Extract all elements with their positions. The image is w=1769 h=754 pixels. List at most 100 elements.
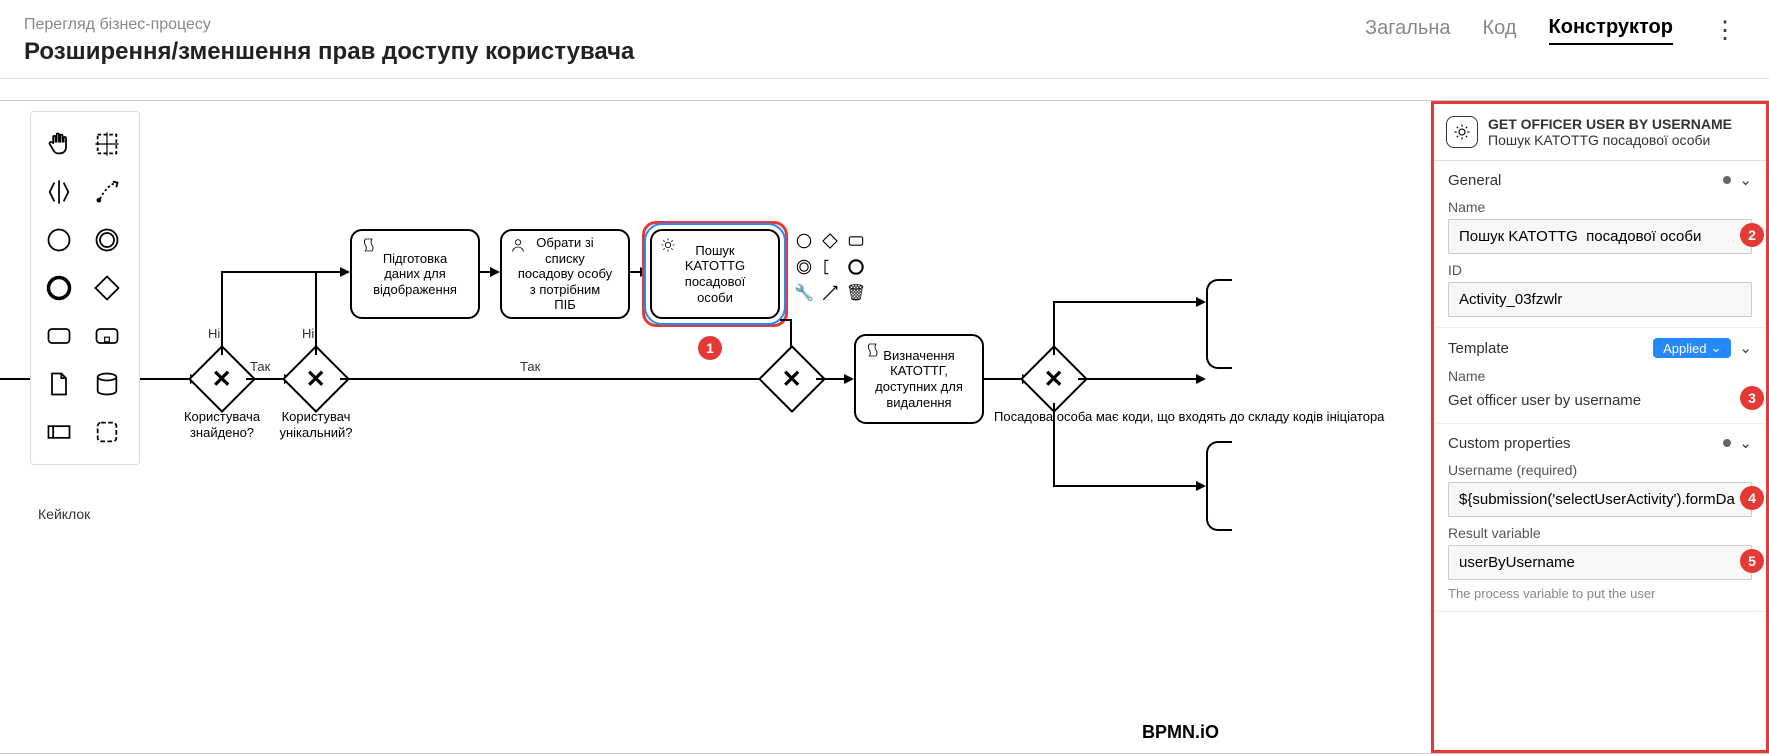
header-left: Перегляд бізнес-процесу Розширення/зменш… [24, 16, 634, 66]
group-icon[interactable] [83, 408, 131, 456]
gateway-merge[interactable] [768, 355, 816, 403]
hand-tool-icon[interactable] [35, 120, 83, 168]
section-header[interactable]: Template Applied⌄ ⌄ [1448, 338, 1752, 358]
section-header[interactable]: Custom properties ⌄ [1448, 434, 1752, 452]
name-input[interactable] [1448, 219, 1752, 254]
append-gateway-icon[interactable] [818, 229, 842, 253]
props-subtitle: Пошук KATOTTG посадової особи [1488, 132, 1732, 148]
participant-icon[interactable] [35, 408, 83, 456]
edge [1053, 301, 1055, 355]
page-title: Розширення/зменшення прав доступу корист… [24, 38, 634, 66]
arrow-head-icon [490, 267, 500, 277]
gateway-user-unique[interactable]: Користувач унікальний? [292, 355, 340, 403]
section-general: General ⌄ Name 2 ID [1434, 161, 1766, 328]
chevron-down-icon[interactable]: ⌄ [1739, 339, 1752, 357]
breadcrumb: Перегляд бізнес-процесу [24, 16, 634, 34]
end-event-icon[interactable] [35, 264, 83, 312]
result-hint: The process variable to put the user [1448, 586, 1752, 601]
user-task-icon [510, 237, 526, 257]
chevron-down-icon[interactable]: ⌄ [1739, 434, 1752, 452]
kebab-menu-icon[interactable]: ⋮ [1705, 16, 1745, 45]
callout-4: 4 [1740, 486, 1764, 510]
task-determine-katottg[interactable]: Визначення КАТОТТГ, доступних для видале… [854, 334, 984, 424]
task-select-from-list[interactable]: Обрати зі списку посадову особу з потріб… [500, 229, 630, 319]
task-search-katottg[interactable]: Пошук KATOTTG посадової особи [650, 229, 780, 319]
template-name-value: Get officer user by username [1448, 392, 1641, 409]
props-header: GET OFFICER USER BY USERNAME Пошук KATOT… [1434, 104, 1766, 161]
gateway-label: Користувача знайдено? [184, 409, 260, 440]
callout-2: 2 [1740, 223, 1764, 247]
template-applied-badge[interactable]: Applied ⌄ [1653, 338, 1731, 358]
gateway-icon[interactable] [83, 264, 131, 312]
section-custom: Custom properties ⌄ Username (required) … [1434, 424, 1766, 612]
arrow-head-icon [1196, 374, 1206, 384]
tool-palette [30, 111, 140, 465]
canvas-area[interactable]: Кейклок Користувача знайдено? Ні Так Кор… [0, 100, 1769, 754]
props-title: GET OFFICER USER BY USERNAME [1488, 116, 1732, 132]
intermediate-event-icon[interactable] [83, 216, 131, 264]
id-label: ID [1448, 262, 1752, 278]
edge-label-yes: Так [520, 359, 540, 374]
username-label: Username (required) [1448, 462, 1752, 478]
task-label: Пошук KATOTTG посадової особи [685, 243, 745, 305]
id-input[interactable] [1448, 282, 1752, 317]
edge-label-no: Ні [302, 326, 314, 341]
edge [1053, 301, 1202, 303]
task-partial[interactable] [1206, 279, 1232, 369]
result-label: Result variable [1448, 525, 1752, 541]
append-task-icon[interactable] [844, 229, 868, 253]
chevron-down-icon: ⌄ [1711, 340, 1722, 356]
append-intermediate-icon[interactable] [792, 255, 816, 279]
data-object-icon[interactable] [35, 360, 83, 408]
edge [780, 319, 790, 321]
task-icon[interactable] [35, 312, 83, 360]
script-task-icon [360, 237, 376, 257]
arrow-head-icon [340, 267, 350, 277]
edge [1078, 378, 1202, 380]
section-title: Custom properties [1448, 435, 1571, 452]
result-input[interactable] [1448, 545, 1752, 580]
header-tabs: Загальна Код Конструктор ⋮ [1365, 16, 1745, 45]
service-task-icon [1446, 116, 1478, 148]
badge-label: Applied [1663, 341, 1706, 356]
callout-5: 5 [1740, 549, 1764, 573]
append-event-icon[interactable] [792, 229, 816, 253]
script-task-icon [864, 342, 880, 362]
gateway-label: Користувач унікальний? [279, 409, 352, 440]
callout-3: 3 [1740, 386, 1764, 410]
gateway-user-found[interactable]: Користувача знайдено? [198, 355, 246, 403]
task-prepare-data[interactable]: Підготовка даних для відображення [350, 229, 480, 319]
tab-code[interactable]: Код [1483, 17, 1517, 44]
service-task-icon [660, 237, 676, 257]
gateway-officer-codes[interactable]: Посадова особа має коди, що входять до с… [1030, 355, 1078, 403]
connect-icon[interactable] [818, 281, 842, 305]
callout-1: 1 [698, 336, 722, 360]
tab-constructor[interactable]: Конструктор [1549, 16, 1673, 45]
section-template: Template Applied⌄ ⌄ Name Get officer use… [1434, 328, 1766, 424]
chevron-down-icon[interactable]: ⌄ [1739, 171, 1752, 189]
annotation-icon[interactable] [818, 255, 842, 279]
connect-tool-icon[interactable] [83, 168, 131, 216]
section-title: General [1448, 172, 1501, 189]
data-store-icon[interactable] [83, 360, 131, 408]
indicator-dot-icon [1723, 439, 1731, 447]
space-tool-icon[interactable] [35, 168, 83, 216]
section-header[interactable]: General ⌄ [1448, 171, 1752, 189]
task-label: Обрати зі списку посадову особу з потріб… [518, 235, 612, 313]
wrench-icon[interactable]: 🔧 [792, 281, 816, 305]
edge [340, 378, 770, 380]
delete-icon[interactable]: 🗑 [844, 281, 868, 305]
lasso-tool-icon[interactable] [83, 120, 131, 168]
indicator-dot-icon [1723, 176, 1731, 184]
properties-panel: GET OFFICER USER BY USERNAME Пошук KATOT… [1431, 101, 1769, 753]
task-label: Визначення КАТОТТГ, доступних для видале… [875, 348, 963, 410]
task-partial[interactable] [1206, 441, 1232, 531]
start-event-icon[interactable] [35, 216, 83, 264]
append-end-icon[interactable] [844, 255, 868, 279]
tab-general[interactable]: Загальна [1365, 17, 1450, 44]
props-header-text: GET OFFICER USER BY USERNAME Пошук KATOT… [1488, 116, 1732, 148]
bpmn-logo: BPMN.iO [1142, 722, 1219, 743]
username-input[interactable] [1448, 482, 1752, 517]
edge [1053, 485, 1202, 487]
subprocess-icon[interactable] [83, 312, 131, 360]
